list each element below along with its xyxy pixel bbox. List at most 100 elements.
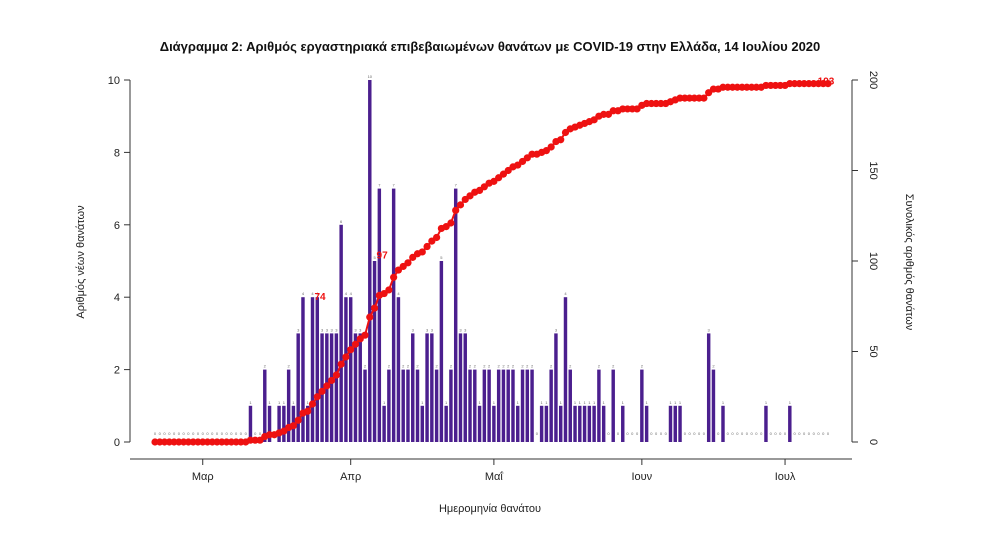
bar-value-label: 0 <box>163 431 166 436</box>
bar-value-label: 3 <box>708 327 711 332</box>
cumulative-point <box>351 340 360 348</box>
daily-deaths-bar <box>558 405 563 442</box>
daily-deaths-bar <box>296 333 300 442</box>
bar-value-label: 0 <box>703 431 706 436</box>
chart-title: Διάγραμμα 2: Αριθμός εργαστηριακά επιβεβ… <box>160 39 821 54</box>
daily-deaths-bar <box>482 369 487 442</box>
daily-deaths-bar <box>358 333 362 442</box>
bar-value-label: 3 <box>297 327 300 332</box>
daily-deaths-bar <box>348 297 353 442</box>
daily-deaths-bar <box>382 405 386 442</box>
bar-value-label: 2 <box>288 364 291 369</box>
bar-value-label: 1 <box>722 400 725 405</box>
daily-deaths-bar <box>711 369 716 442</box>
daily-deaths-bar <box>668 405 673 442</box>
cumulative-point <box>332 371 340 379</box>
daily-deaths-bar <box>539 405 544 442</box>
daily-deaths-bar <box>430 333 434 442</box>
bar-value-label: 2 <box>502 364 505 369</box>
bar-value-label: 4 <box>311 291 314 296</box>
daily-deaths-bar <box>492 405 496 442</box>
bar-value-label: 2 <box>469 364 472 369</box>
bar-value-label: 2 <box>641 364 644 369</box>
daily-deaths-bar <box>788 405 792 442</box>
cumulative-point <box>433 233 441 242</box>
bar-value-label: 0 <box>221 431 224 436</box>
daily-deaths-bar <box>377 188 382 442</box>
daily-deaths-bar <box>329 333 334 442</box>
bar-value-label: 0 <box>698 431 701 436</box>
right-y-tick-label: 200 <box>867 71 879 89</box>
cumulative-point <box>328 376 336 385</box>
bar-value-label: 0 <box>225 431 228 436</box>
right-y-tick-label: 50 <box>867 345 879 357</box>
cumulative-line-path <box>155 82 828 443</box>
daily-deaths-bar <box>463 333 467 442</box>
daily-deaths-bar <box>597 369 601 442</box>
cumulative-point <box>824 80 832 88</box>
bar-value-label: 7 <box>455 183 458 188</box>
bar-value-label: 0 <box>154 431 157 436</box>
daily-deaths-bar <box>277 405 281 442</box>
daily-deaths-bar <box>511 369 515 442</box>
bar-value-label: 1 <box>646 400 649 405</box>
bar-value-label: 3 <box>555 327 558 332</box>
bar-value-label: 0 <box>779 431 782 436</box>
bar-value-label: 3 <box>412 327 415 332</box>
bar-value-label: 0 <box>216 431 219 436</box>
right-y-tick-label: 150 <box>867 161 879 179</box>
daily-deaths-bar <box>406 369 410 442</box>
bar-value-label: 2 <box>474 364 477 369</box>
bar-value-label: 5 <box>440 255 443 260</box>
bar-value-label: 3 <box>354 327 357 332</box>
bar-value-label: 6 <box>340 219 343 224</box>
bar-value-label: 2 <box>388 364 391 369</box>
bar-value-label: 2 <box>507 364 510 369</box>
cumulative-value-label: 74 <box>314 292 326 303</box>
bar-value-label: 0 <box>784 431 787 436</box>
daily-deaths-bar <box>344 297 348 442</box>
bar-value-label: 1 <box>249 400 252 405</box>
bar-value-label: 2 <box>569 364 572 369</box>
cumulative-point <box>370 304 379 312</box>
cumulative-point <box>452 206 460 214</box>
daily-deaths-bar <box>368 80 372 442</box>
daily-deaths-bar <box>301 297 305 442</box>
bar-value-label: 0 <box>774 431 777 436</box>
daily-deaths-bar <box>487 369 491 442</box>
daily-deaths-bar <box>363 369 367 442</box>
bar-value-label: 4 <box>316 291 319 296</box>
cumulative-value-label: 97 <box>377 250 389 261</box>
bar-value-label: 0 <box>178 431 181 436</box>
bar-value-label: 1 <box>560 400 563 405</box>
left-y-tick-label: 0 <box>114 437 120 449</box>
cumulative-value-label: 193 <box>818 77 835 88</box>
bar-value-label: 0 <box>230 431 233 436</box>
daily-deaths-bar <box>496 369 501 442</box>
right-y-tick-label: 0 <box>867 439 879 445</box>
bar-value-label: 1 <box>307 400 310 405</box>
bar-value-label: 0 <box>636 431 639 436</box>
bar-value-label: 3 <box>459 327 462 332</box>
bar-value-label: 5 <box>373 255 376 260</box>
daily-deaths-bar <box>468 369 472 442</box>
daily-deaths-bar <box>501 369 506 442</box>
bar-value-label: 0 <box>536 431 539 436</box>
bar-value-label: 2 <box>531 364 534 369</box>
left-y-tick-label: 6 <box>114 220 120 232</box>
cumulative-point <box>347 346 355 354</box>
bar-value-label: 0 <box>254 431 257 436</box>
daily-deaths-bar <box>306 405 310 442</box>
daily-deaths-bar <box>516 405 520 442</box>
x-axis-title: Ημερομηνία θανάτου <box>439 503 541 515</box>
bar-value-label: 2 <box>512 364 515 369</box>
daily-deaths-bar <box>640 369 644 442</box>
daily-deaths-bar <box>267 405 272 442</box>
daily-deaths-bar <box>568 369 572 442</box>
cumulative-point <box>323 382 331 390</box>
daily-deaths-bar <box>439 261 444 442</box>
daily-deaths-bar <box>473 369 477 442</box>
bar-value-label: 0 <box>173 431 176 436</box>
